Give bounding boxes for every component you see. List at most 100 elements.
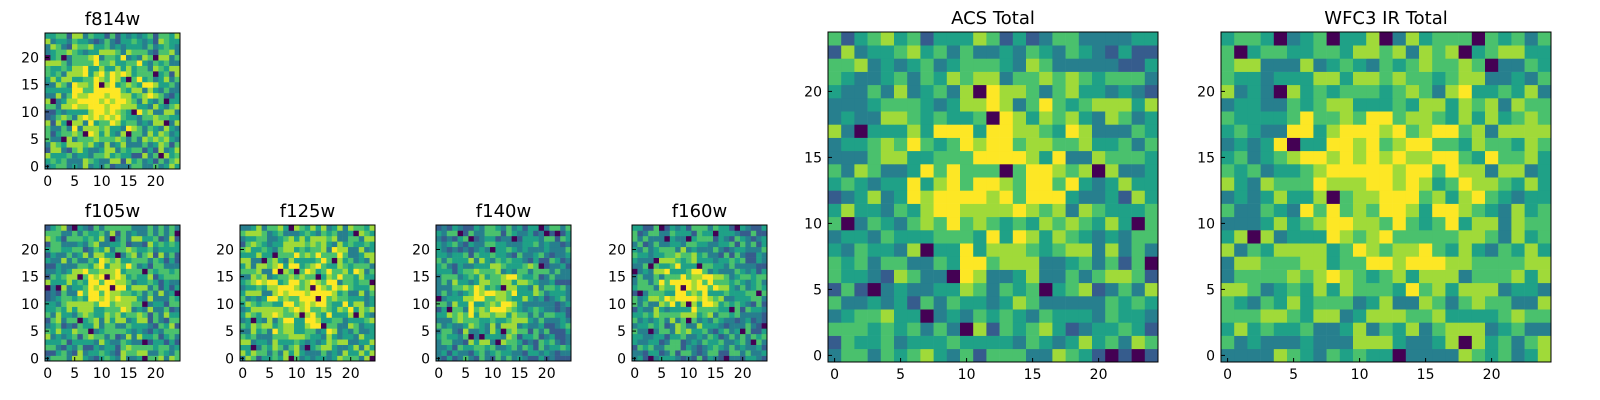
heatmap-cell <box>72 152 78 159</box>
heatmap-cell <box>163 147 170 153</box>
heatmap-cell <box>1485 177 1499 191</box>
heatmap-cell <box>147 158 154 164</box>
heatmap-cell <box>986 243 1000 257</box>
heatmap-cell <box>1131 58 1146 72</box>
heatmap-cell <box>986 98 1000 112</box>
heatmap-cell <box>158 263 165 269</box>
heatmap-cell <box>109 98 116 105</box>
heatmap-cell <box>506 268 512 275</box>
heatmap-cell <box>1392 124 1407 138</box>
heatmap-cell <box>637 225 644 231</box>
heatmap-cell <box>745 344 752 351</box>
heatmap-cell <box>245 263 252 269</box>
heatmap-cell <box>729 322 735 329</box>
heatmap-cell <box>468 235 475 242</box>
heatmap-cell <box>256 344 262 351</box>
y-tick-label: 5 <box>225 324 234 340</box>
heatmap-cell <box>369 230 376 237</box>
heatmap-cell <box>680 246 687 253</box>
heatmap-cell <box>88 230 94 237</box>
heatmap-cell <box>1458 58 1473 72</box>
heatmap-cell <box>1419 309 1433 323</box>
heatmap-cell <box>272 301 279 307</box>
heatmap-cell <box>637 355 644 362</box>
heatmap-cell <box>457 344 464 351</box>
heatmap-cell <box>723 322 730 329</box>
heatmap-cell <box>315 268 322 275</box>
heatmap-cell <box>331 301 338 307</box>
heatmap-cell <box>653 235 660 242</box>
heatmap-cell <box>358 295 365 302</box>
heatmap-cell <box>147 43 154 50</box>
heatmap-cell <box>115 38 121 45</box>
heatmap-cell <box>484 225 491 231</box>
heatmap-cell <box>669 284 676 291</box>
heatmap-cell <box>136 301 143 307</box>
heatmap-cell <box>1012 216 1027 231</box>
heatmap-cell <box>1260 164 1275 178</box>
heatmap-cell <box>463 328 469 335</box>
heatmap-cell <box>147 241 154 248</box>
heatmap-cell <box>828 177 842 191</box>
heatmap-cell <box>1524 269 1539 284</box>
heatmap-cell <box>326 263 333 269</box>
heatmap-cell <box>158 130 165 137</box>
heatmap-cell <box>653 230 660 237</box>
heatmap-cell <box>326 339 333 345</box>
heatmap-cell <box>554 246 561 253</box>
heatmap-cell <box>115 333 121 340</box>
heatmap-cell <box>691 322 698 329</box>
heatmap-cell <box>45 98 51 105</box>
heatmap-cell <box>66 257 73 264</box>
heatmap-cell <box>364 306 370 313</box>
heatmap-cell <box>294 312 300 318</box>
heatmap-cell <box>1419 243 1433 257</box>
heatmap-cell <box>484 312 491 318</box>
heatmap-cell <box>364 333 370 340</box>
heatmap-cell <box>72 120 78 126</box>
heatmap-cell <box>99 246 105 253</box>
heatmap-cell <box>321 322 327 329</box>
heatmap-cell <box>147 120 154 126</box>
heatmap-cell <box>50 350 57 356</box>
heatmap-cell <box>1392 45 1407 59</box>
heatmap-cell <box>1498 203 1512 218</box>
heatmap-cell <box>680 350 687 356</box>
heatmap-cell <box>1524 256 1539 270</box>
heatmap-cell <box>45 317 51 324</box>
heatmap-cell <box>946 58 961 72</box>
heatmap-cell <box>120 136 127 143</box>
heatmap-cell <box>1313 124 1327 138</box>
heatmap-cell <box>729 268 735 275</box>
heatmap-cell <box>946 322 961 336</box>
heatmap-cell <box>1524 203 1539 218</box>
heatmap-cell <box>664 257 671 264</box>
heatmap-cell <box>1300 322 1314 336</box>
heatmap-cell <box>734 257 741 264</box>
heatmap-cell <box>538 263 545 269</box>
heatmap-cell <box>158 158 165 164</box>
heatmap-cell <box>66 136 73 143</box>
heatmap-cell <box>261 268 268 275</box>
heatmap-cell <box>55 158 62 164</box>
heatmap-cell <box>147 230 154 237</box>
heatmap-cell <box>894 150 908 165</box>
heatmap-cell <box>294 273 300 280</box>
heatmap-cell <box>277 284 284 291</box>
heatmap-cell <box>479 263 485 269</box>
heatmap-cell <box>1313 243 1327 257</box>
heatmap-cell <box>707 312 714 318</box>
heatmap-cell <box>82 344 89 351</box>
heatmap-cell <box>1339 243 1354 257</box>
x-axis-ticks: 0 5 10 15 20 <box>1223 358 1501 383</box>
heatmap-cell <box>1234 269 1248 284</box>
heatmap-cell <box>104 301 111 307</box>
heatmap-cell <box>256 328 262 335</box>
heatmap-cell <box>1078 282 1093 297</box>
heatmap-cell <box>696 328 703 335</box>
heatmap-cell <box>560 355 566 362</box>
heatmap-cell <box>1537 98 1552 112</box>
heatmap-cell <box>907 256 921 270</box>
heatmap-cell <box>473 333 480 340</box>
heatmap-cell <box>283 344 289 351</box>
